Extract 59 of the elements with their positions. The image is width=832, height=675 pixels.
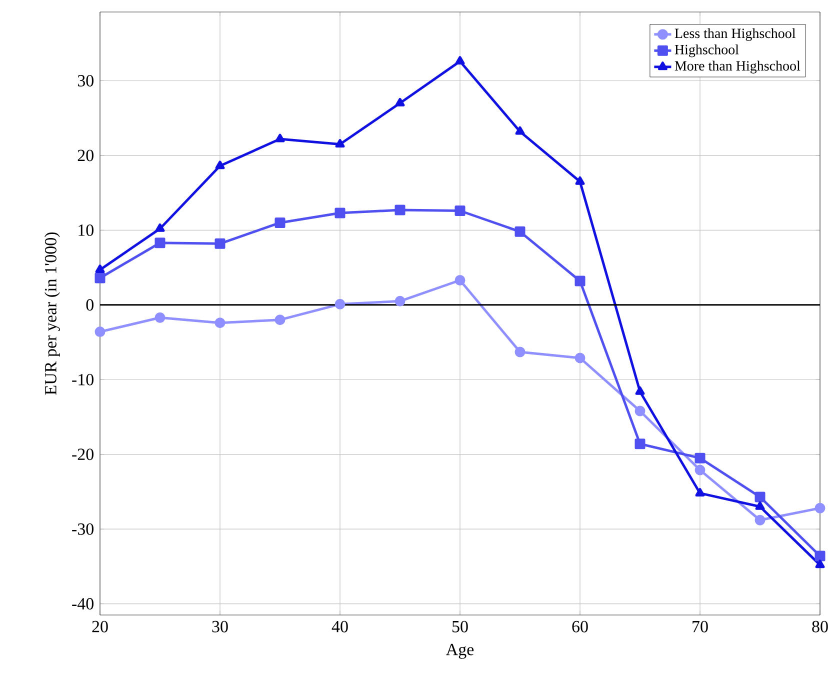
x-tick-label: 80 bbox=[812, 620, 828, 632]
point bbox=[334, 298, 346, 310]
x-axis-title: Age bbox=[446, 644, 474, 659]
legend-label: More than Highschool bbox=[674, 60, 800, 74]
y-tick-label: -30 bbox=[72, 523, 94, 535]
x-tick-label: 50 bbox=[452, 620, 468, 632]
point bbox=[94, 272, 106, 284]
point bbox=[394, 204, 406, 216]
y-tick-label: -40 bbox=[72, 598, 94, 610]
point bbox=[335, 139, 345, 148]
point bbox=[754, 514, 766, 526]
point bbox=[635, 386, 645, 395]
point bbox=[815, 560, 825, 568]
point bbox=[514, 346, 526, 358]
point bbox=[814, 550, 826, 562]
point bbox=[275, 134, 285, 142]
y-tick-label: 10 bbox=[78, 224, 94, 236]
y-axis-title: EUR per year (in 1'000) bbox=[44, 232, 60, 395]
legend-label: Highschool bbox=[674, 44, 739, 58]
point bbox=[695, 488, 705, 496]
legend-label: Less than Highschool bbox=[674, 28, 796, 41]
point bbox=[574, 276, 586, 286]
point bbox=[274, 314, 286, 326]
point bbox=[214, 238, 226, 249]
point bbox=[515, 126, 525, 135]
point bbox=[814, 502, 826, 514]
point bbox=[634, 406, 646, 416]
point bbox=[215, 160, 225, 170]
point bbox=[395, 98, 405, 106]
point bbox=[154, 238, 166, 248]
y-tick-label: 20 bbox=[78, 150, 94, 162]
x-tick-label: 70 bbox=[692, 620, 708, 632]
y-tick-label: 30 bbox=[78, 74, 94, 86]
point bbox=[454, 206, 466, 216]
y-tick-label: -20 bbox=[72, 448, 94, 460]
point bbox=[394, 296, 406, 306]
point bbox=[154, 312, 166, 323]
point bbox=[214, 318, 226, 328]
point bbox=[694, 464, 706, 476]
point bbox=[94, 326, 106, 338]
point bbox=[454, 274, 466, 286]
y-tick-label: 0 bbox=[86, 299, 94, 311]
point bbox=[694, 452, 706, 464]
point bbox=[754, 492, 766, 502]
point bbox=[755, 501, 765, 510]
point bbox=[95, 264, 105, 274]
x-tick-label: 30 bbox=[212, 620, 228, 632]
x-tick-label: 40 bbox=[332, 620, 348, 632]
point bbox=[574, 352, 586, 364]
point bbox=[155, 223, 165, 232]
point bbox=[634, 438, 646, 450]
point bbox=[274, 217, 286, 228]
x-tick-label: 20 bbox=[92, 620, 108, 632]
y-tick-label: -10 bbox=[72, 374, 94, 386]
point bbox=[514, 226, 526, 237]
point bbox=[455, 56, 465, 65]
point bbox=[575, 176, 585, 185]
point bbox=[334, 208, 346, 218]
x-tick-label: 60 bbox=[572, 620, 588, 632]
